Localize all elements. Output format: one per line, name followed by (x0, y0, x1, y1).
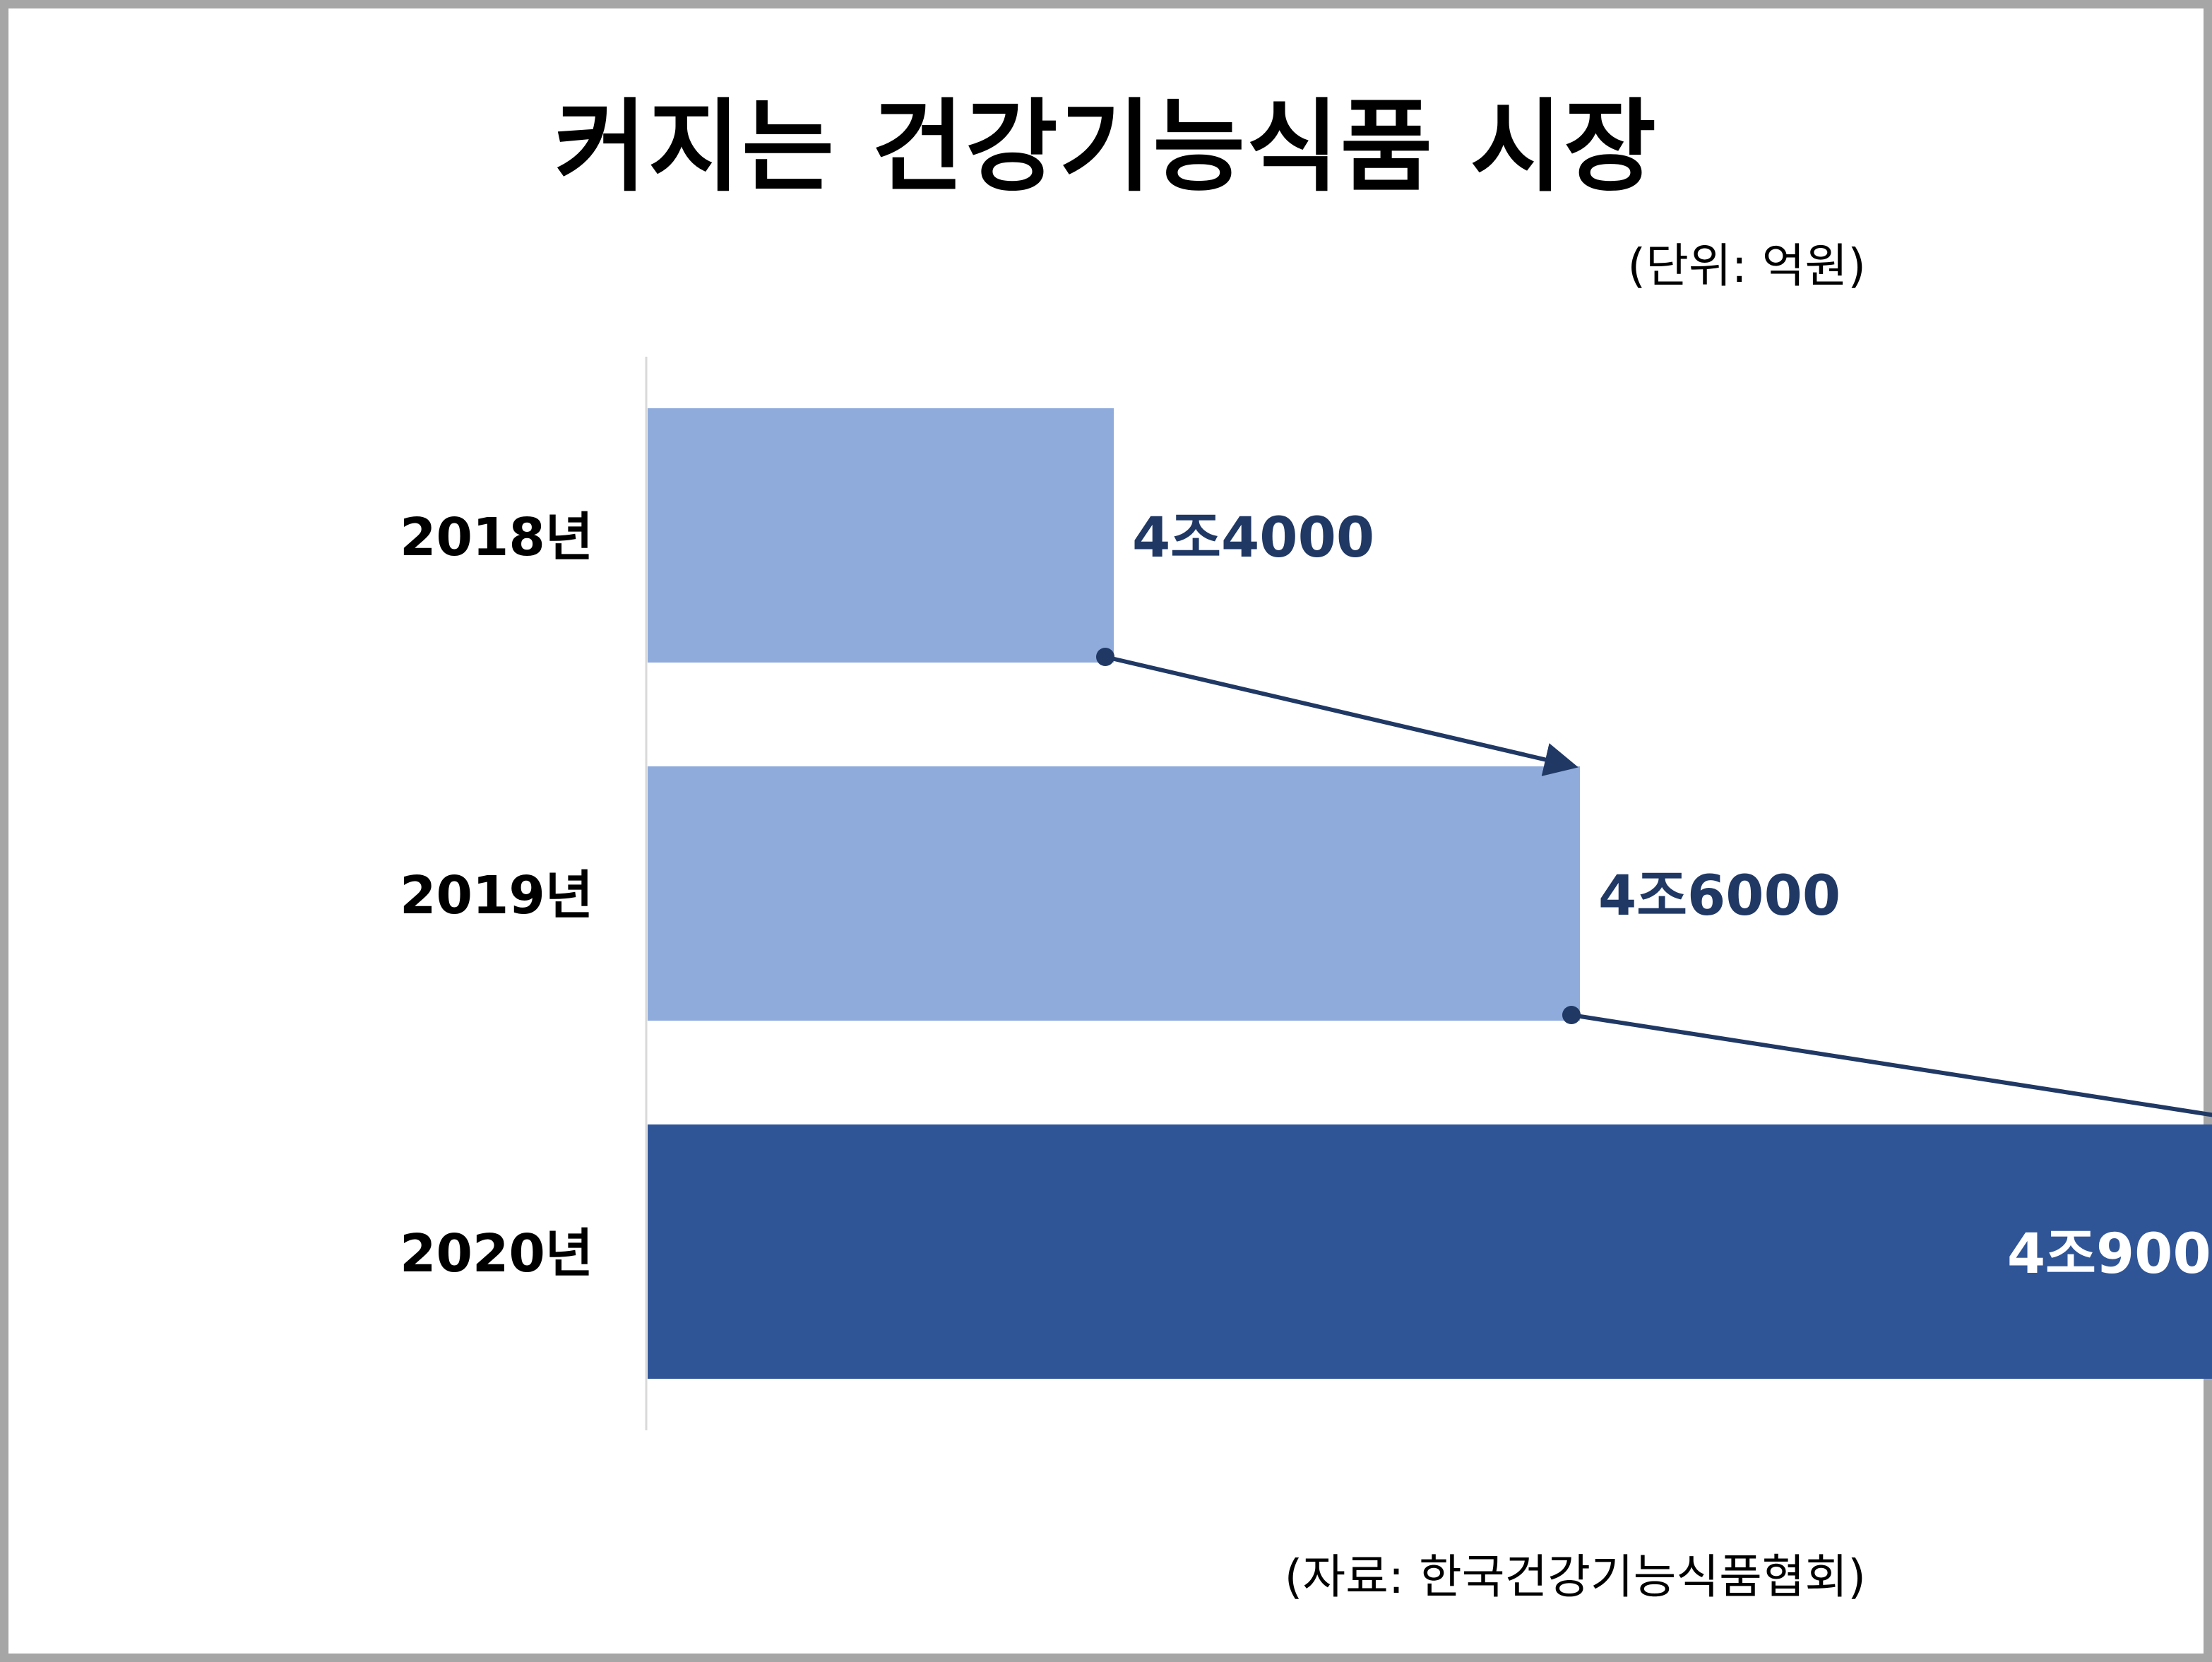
category-label-0: 2018년 (400, 507, 593, 568)
chart-title: 커지는 건강기능식품 시장 (554, 89, 1658, 206)
bar-0 (648, 408, 1114, 663)
trend-arrow-1 (1571, 1013, 2212, 1117)
value-label-0: 4조4000 (1132, 506, 1374, 570)
trend-arrow-0 (1105, 655, 1578, 776)
bar-1 (648, 766, 1580, 1021)
category-label-2: 2020년 (400, 1223, 593, 1284)
value-label-1: 4조6000 (1598, 865, 1841, 928)
category-label-1: 2019년 (400, 865, 593, 926)
bar-2 (648, 1124, 2212, 1379)
unit-label: (단위: 억원) (1627, 239, 1866, 293)
source-note: (자료: 한국건강기능식품협회) (1284, 1550, 1866, 1604)
value-label-2: 4조9000 (2007, 1223, 2212, 1286)
